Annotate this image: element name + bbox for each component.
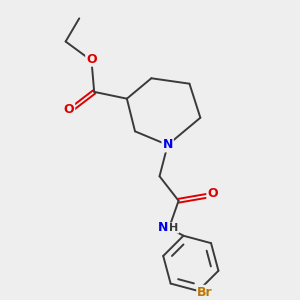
Text: O: O bbox=[207, 188, 218, 200]
Text: H: H bbox=[169, 223, 178, 233]
Text: N: N bbox=[158, 221, 168, 235]
Text: N: N bbox=[163, 138, 173, 152]
Text: Br: Br bbox=[197, 286, 213, 299]
Text: O: O bbox=[86, 53, 97, 66]
Text: O: O bbox=[64, 103, 74, 116]
